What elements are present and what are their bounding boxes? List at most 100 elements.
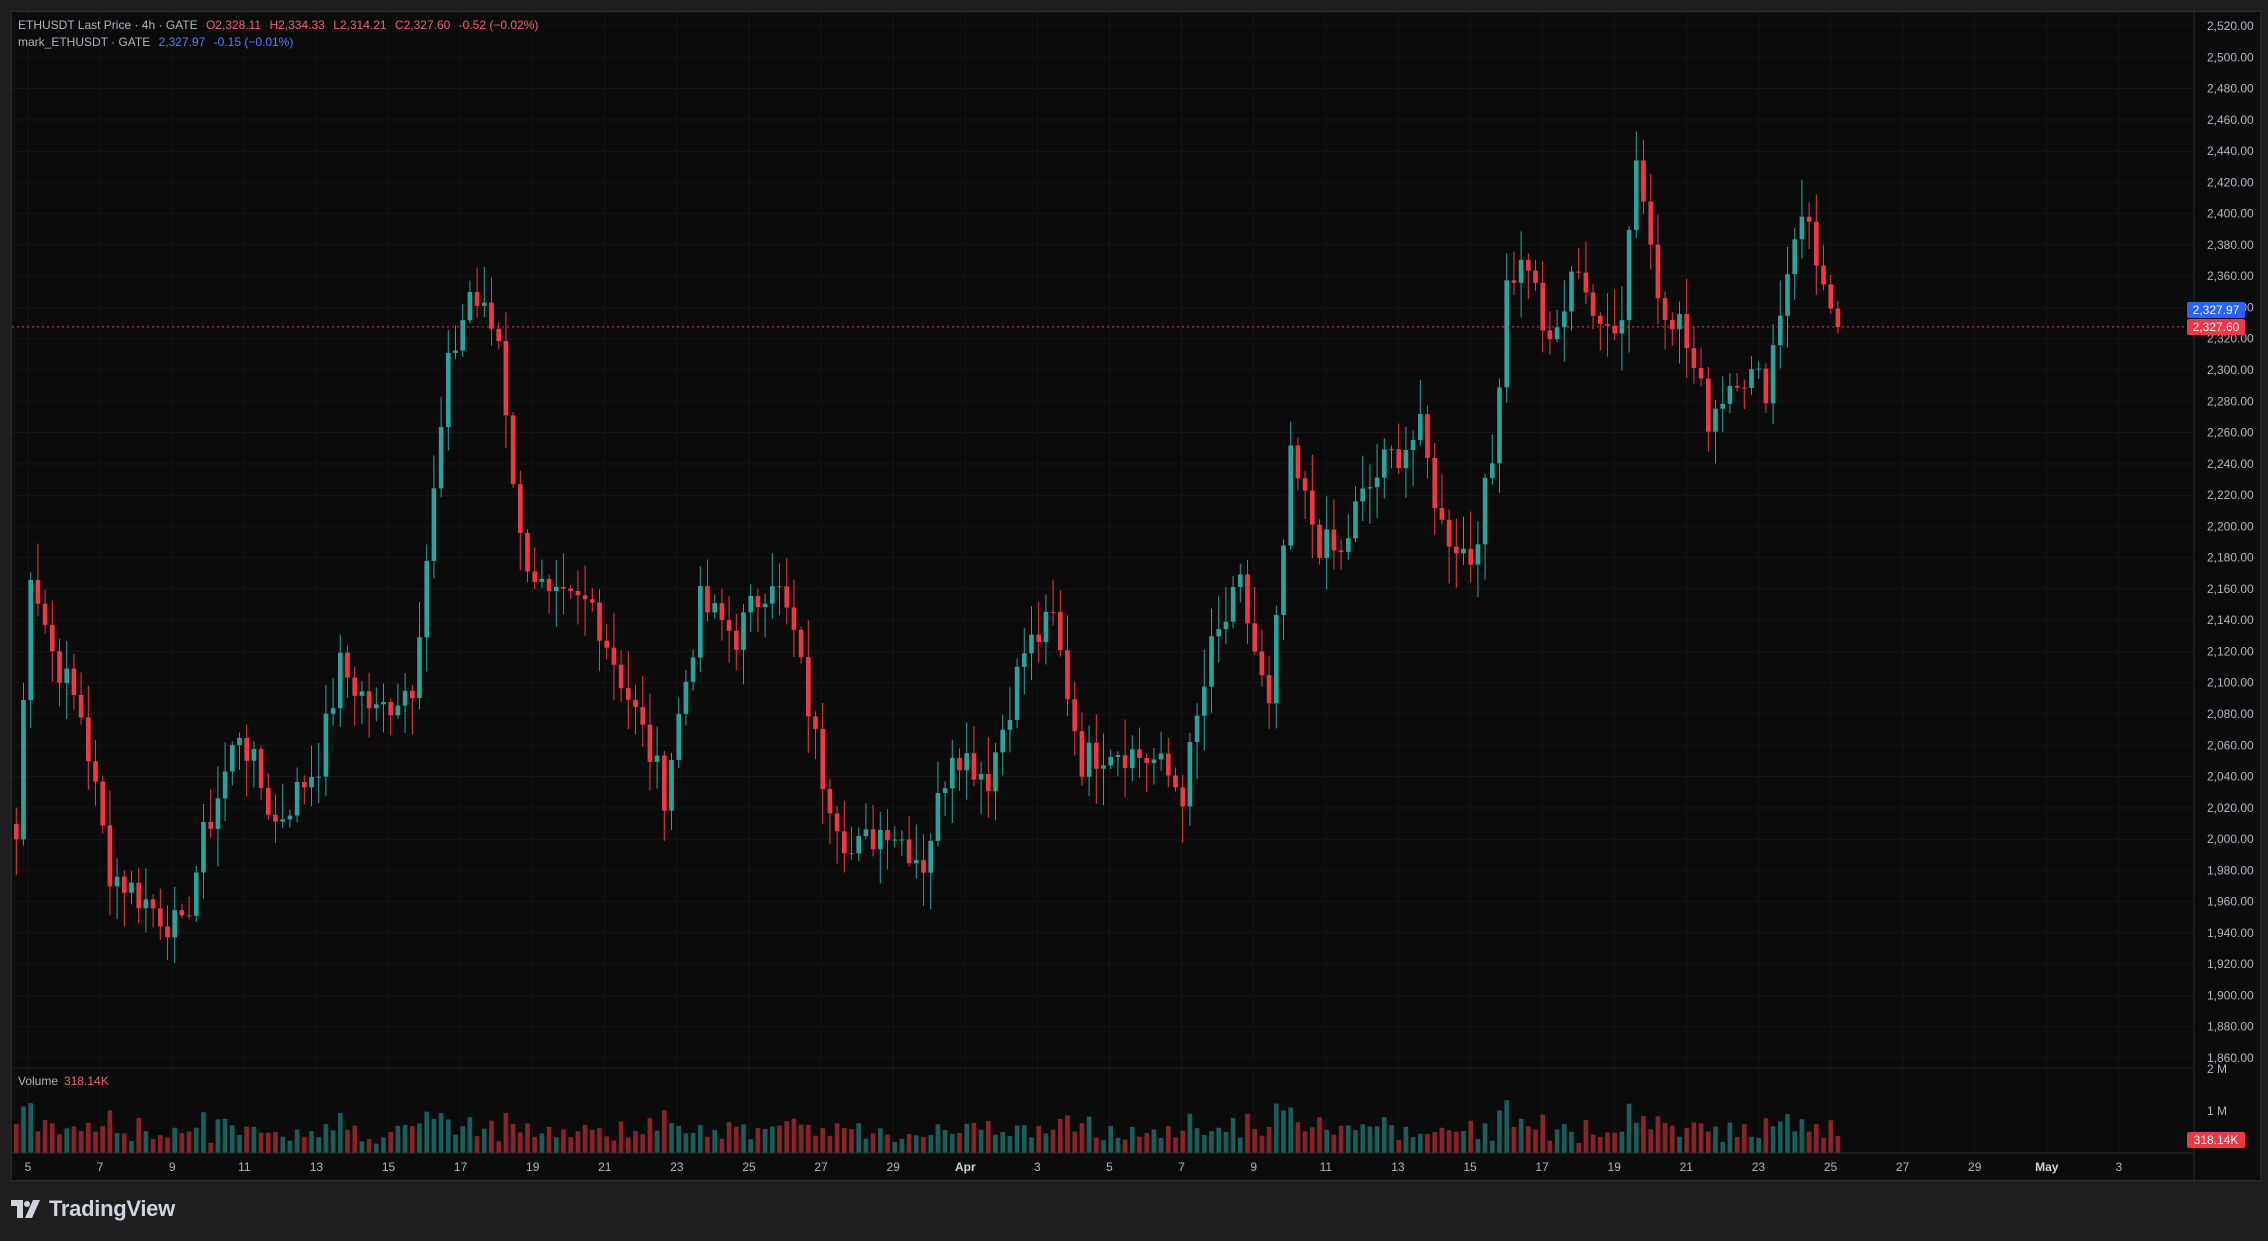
time-tick-label: 9	[169, 1160, 176, 1174]
volume-bar	[762, 1128, 768, 1153]
price-tick-label: 2,140.00	[2207, 613, 2254, 627]
volume-bar	[791, 1118, 797, 1153]
candle	[1554, 327, 1560, 340]
candle	[546, 578, 552, 592]
time-tick-label: 29	[887, 1160, 901, 1174]
candle	[1562, 311, 1567, 328]
volume-bar	[1396, 1139, 1401, 1153]
price-tick-label: 2,300.00	[2207, 363, 2254, 377]
candle	[1108, 757, 1113, 766]
price-axis: 2,520.00 2,500.00 2,480.00 2,460.00 2,440.00…	[2207, 19, 2254, 1065]
candle	[1598, 315, 1603, 324]
volume-bar	[1050, 1129, 1056, 1153]
volume-bar	[964, 1123, 969, 1153]
candle	[597, 602, 602, 641]
time-tick-label: 21	[598, 1160, 612, 1174]
volume-bar	[186, 1131, 192, 1153]
volume-bar	[1360, 1124, 1365, 1153]
candle	[1086, 742, 1092, 777]
candle	[1475, 544, 1481, 565]
candle	[870, 829, 876, 850]
volume-bar	[1266, 1126, 1272, 1153]
price-tick-label: 2,320.00	[2207, 332, 2254, 346]
candle	[1835, 308, 1841, 327]
volume-bar	[1482, 1123, 1488, 1153]
volume-bar	[78, 1131, 84, 1153]
volume-bar	[705, 1136, 710, 1153]
volume-bar	[1814, 1124, 1819, 1153]
volume-bar	[1353, 1130, 1358, 1153]
candle	[1662, 298, 1668, 320]
candle	[1590, 292, 1596, 316]
volume-bar	[244, 1126, 249, 1153]
candle	[568, 588, 573, 592]
volume-bar	[1691, 1122, 1697, 1153]
candle	[669, 759, 674, 811]
candle	[251, 748, 257, 761]
volume-bar	[1288, 1107, 1293, 1153]
chart-frame[interactable]: 2,520.00 2,500.00 2,480.00 2,460.00 2,440.00…	[11, 11, 2261, 1181]
candle	[1821, 265, 1826, 285]
time-tick-label: 27	[814, 1160, 828, 1174]
volume-bar	[446, 1119, 451, 1153]
time-tick-label: 29	[1968, 1160, 1982, 1174]
candle	[1274, 615, 1279, 704]
candle	[71, 668, 77, 696]
volume-bar	[546, 1126, 552, 1153]
candle	[244, 737, 249, 761]
candle	[150, 899, 156, 909]
volume-bar	[906, 1134, 912, 1153]
price-tick-label: 2,260.00	[2207, 426, 2254, 440]
candle	[1576, 271, 1581, 273]
volume-bar	[1547, 1140, 1553, 1153]
candle	[57, 651, 62, 683]
mark-legend-symbol[interactable]: mark_ETHUSDT · GATE	[18, 35, 151, 49]
tradingview-brand[interactable]: TradingView	[11, 1196, 175, 1222]
volume-bar	[914, 1135, 919, 1153]
volume-bar	[618, 1121, 624, 1153]
candle	[359, 691, 365, 696]
candle	[1770, 345, 1776, 404]
volume-series	[14, 1100, 1841, 1153]
volume-bar	[1734, 1137, 1740, 1153]
mark-legend-price: 2,327.97	[158, 35, 206, 49]
volume-bar	[50, 1123, 55, 1153]
volume-bar	[100, 1126, 105, 1153]
volume-bar	[1684, 1127, 1689, 1153]
candle	[42, 603, 48, 625]
candle	[1374, 477, 1380, 488]
candle	[1223, 621, 1229, 630]
volume-bar	[1662, 1123, 1668, 1153]
volume-bar	[1454, 1131, 1459, 1153]
volume-bar	[1007, 1136, 1013, 1153]
candle	[582, 595, 588, 600]
volume-bar	[1727, 1122, 1733, 1153]
volume-bar	[1108, 1125, 1113, 1153]
volume-bar	[1713, 1126, 1718, 1153]
volume-bar	[1806, 1131, 1812, 1153]
volume-bar	[453, 1134, 458, 1153]
volume-bar	[323, 1124, 329, 1153]
volume-bar	[42, 1120, 48, 1153]
candle	[856, 836, 861, 854]
candle	[1677, 314, 1682, 330]
time-axis: 5 7 9 11 13 15 17 19 21 23 25 27 29 Apr 3 5 7 9 11 13 15 17 19…	[25, 1160, 2123, 1174]
chart-canvas[interactable]: 2,520.00 2,500.00 2,480.00 2,460.00 2,440.00…	[12, 12, 2260, 1180]
candle	[496, 328, 501, 342]
candle	[1734, 385, 1740, 388]
volume-bar	[813, 1135, 818, 1153]
candle	[1158, 753, 1164, 760]
candle	[410, 690, 415, 699]
candle	[662, 755, 667, 811]
legend-symbol[interactable]: ETHUSDT Last Price · 4h · GATE	[18, 18, 198, 32]
price-tick-label: 1,860.00	[2207, 1051, 2254, 1065]
volume-legend-label[interactable]: Volume	[18, 1074, 59, 1088]
volume-bar	[1518, 1118, 1524, 1153]
volume-bar	[950, 1133, 955, 1153]
volume-bar	[1043, 1133, 1049, 1153]
candle	[1180, 787, 1185, 807]
candle	[316, 776, 321, 778]
candlestick-series	[14, 131, 1841, 964]
volume-bar	[1338, 1125, 1344, 1153]
volume-bar	[1792, 1131, 1797, 1153]
